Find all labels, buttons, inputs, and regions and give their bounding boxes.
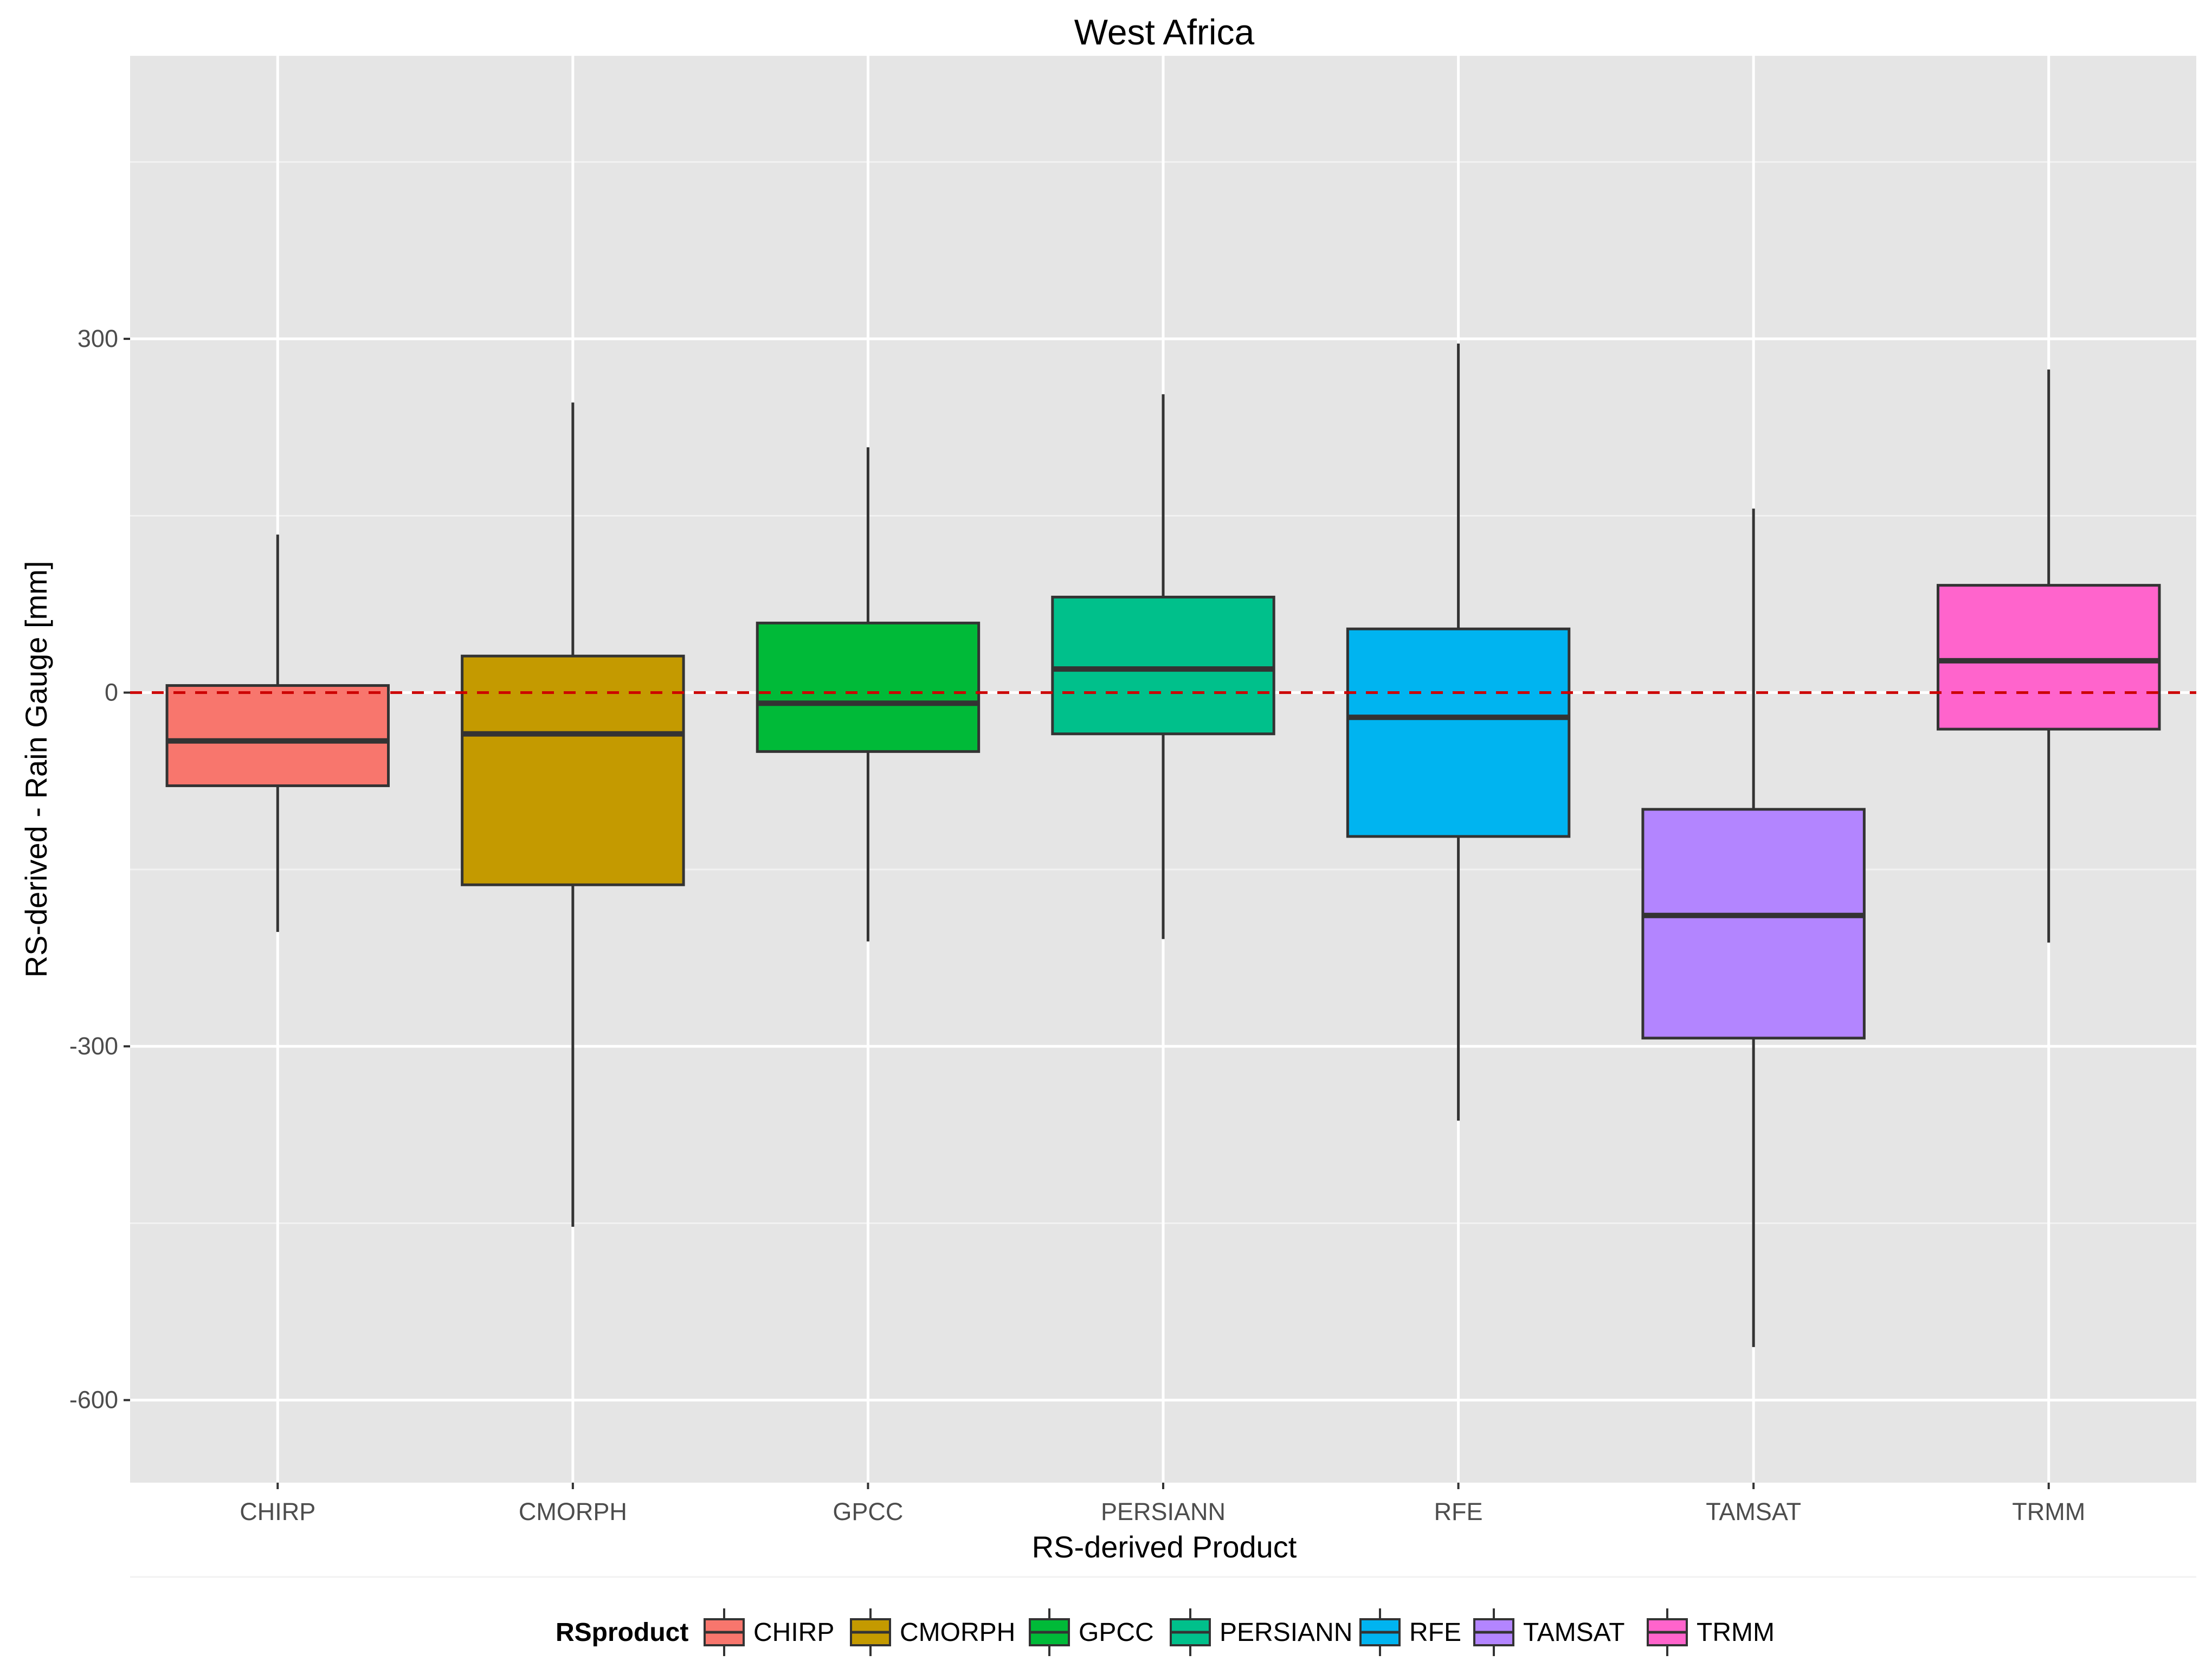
box-chirp: [165, 684, 390, 787]
box-cmorph: [461, 654, 685, 886]
chart-title: West Africa: [1074, 12, 1255, 52]
x-tick-label: CHIRP: [240, 1498, 315, 1525]
box-rfe: [1346, 627, 1571, 838]
legend-label: CMORPH: [900, 1618, 1015, 1647]
x-axis-title: RS-derived Product: [1032, 1530, 1297, 1564]
box-tamsat: [1641, 808, 1866, 1040]
legend: RSproduct CHIRP CMORPH GPCC PERSIANN RFE TAMS…: [556, 1608, 1775, 1656]
legend-item-cmorph: CMORPH: [850, 1608, 1015, 1656]
y-tick-label: -600: [69, 1386, 118, 1414]
x-tick-label: PERSIANN: [1101, 1498, 1226, 1525]
box-persiann: [1051, 595, 1275, 736]
y-axis-title: RS-derived - Rain Gauge [mm]: [19, 561, 53, 978]
legend-item-rfe: RFE: [1359, 1608, 1461, 1656]
box-trmm: [1937, 584, 2161, 731]
x-tick-label: RFE: [1434, 1498, 1483, 1525]
x-tick-label: TAMSAT: [1706, 1498, 1801, 1525]
legend-label: TRMM: [1697, 1618, 1775, 1647]
legend-label: RFE: [1409, 1618, 1461, 1647]
x-tick-label: CMORPH: [519, 1498, 627, 1525]
box-gpcc: [756, 621, 981, 753]
legend-item-persiann: PERSIANN: [1170, 1608, 1352, 1656]
legend-title: RSproduct: [556, 1618, 688, 1647]
legend-item-trmm: TRMM: [1647, 1608, 1775, 1656]
y-tick-label: 300: [78, 325, 118, 352]
legend-label: CHIRP: [753, 1618, 834, 1647]
y-tick-label: 0: [105, 679, 118, 706]
legend-label: GPCC: [1079, 1618, 1154, 1647]
y-axis: 300 0 -300 -600: [69, 325, 130, 1414]
boxes: [165, 343, 2161, 1347]
x-tick-label: GPCC: [833, 1498, 903, 1525]
legend-item-tamsat: TAMSAT: [1473, 1608, 1625, 1656]
x-axis: CHIRP CMORPH GPCC PERSIANN RFE TAMSAT TRMM: [240, 1483, 2085, 1525]
legend-item-gpcc: GPCC: [1029, 1608, 1154, 1656]
y-tick-label: -300: [69, 1032, 118, 1060]
legend-item-chirp: CHIRP: [704, 1608, 834, 1656]
legend-label: PERSIANN: [1220, 1618, 1352, 1647]
legend-label: TAMSAT: [1523, 1618, 1625, 1647]
x-tick-label: TRMM: [2012, 1498, 2085, 1525]
